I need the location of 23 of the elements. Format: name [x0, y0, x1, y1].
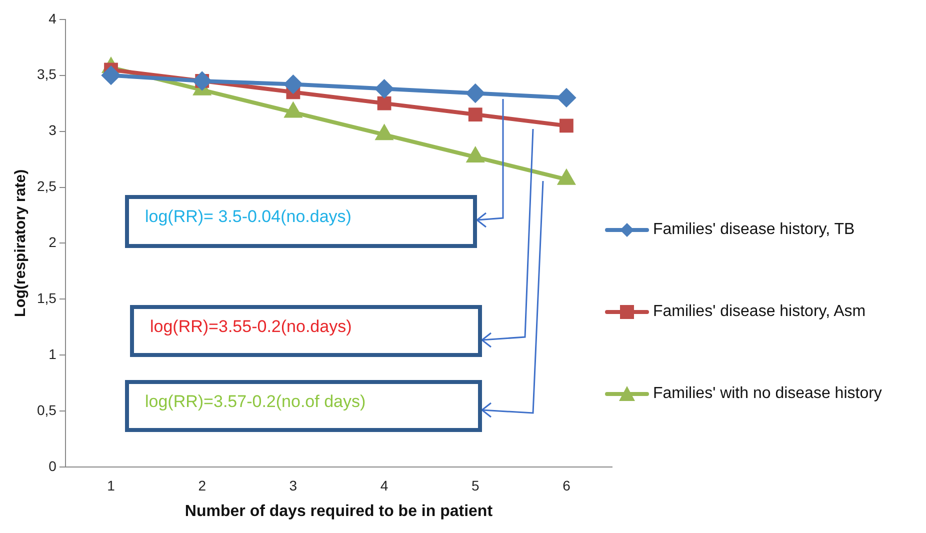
y-tick-label: 3,5	[36, 66, 57, 82]
y-tick-label: 1	[48, 346, 57, 362]
x-tick-label: 6	[562, 477, 571, 494]
x-axis-title: Number of days required to be in patient	[184, 502, 494, 520]
y-tick-label: 4	[48, 10, 57, 26]
annotation: log(RR)= 3.5-0.04(no.days)	[145, 207, 352, 226]
annotation: log(RR)=3.57-0.2(no.of days)	[145, 392, 366, 411]
x-tick-label: 3	[289, 477, 298, 494]
x-tick-label: 5	[471, 477, 480, 494]
annotation: log(RR)=3.55-0.2(no.days)	[150, 317, 352, 336]
y-tick-label: 2,5	[36, 178, 57, 194]
legend-label: Families' with no disease history	[653, 385, 882, 403]
y-tick-label: 2	[48, 234, 57, 250]
x-tick-label: 4	[380, 477, 388, 494]
x-tick-label: 2	[198, 477, 206, 494]
y-tick-label: 3	[48, 122, 57, 138]
y-tick-label: 0	[48, 458, 57, 474]
y-tick-label: 1,5	[36, 290, 57, 306]
legend-label: Families' disease history, Asm	[653, 303, 866, 321]
x-tick-label: 1	[107, 477, 116, 494]
y-axis-title: Log(respiratory rate)	[12, 169, 30, 317]
y-tick-label: 0,5	[36, 402, 57, 418]
legend-label: Families' disease history, TB	[653, 221, 855, 239]
